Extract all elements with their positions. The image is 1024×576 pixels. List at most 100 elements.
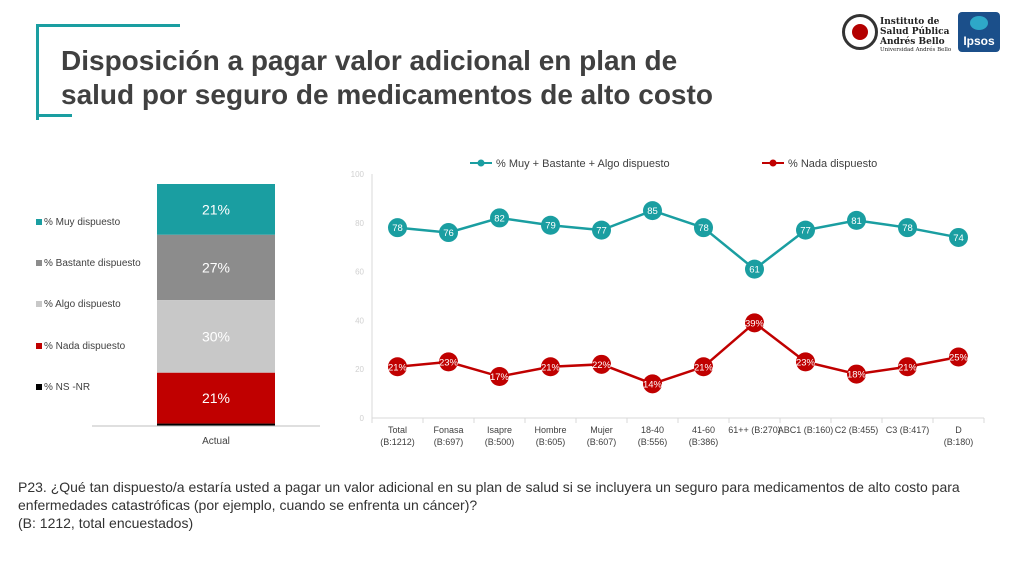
y-tick-label-1: 20: [355, 365, 364, 374]
series-0-label-10: 78: [902, 223, 913, 234]
y-tick-label-4: 80: [355, 219, 364, 228]
series-0-point-4: [592, 220, 611, 240]
line-chart-svg: 0 20 40 60 80 100 Total (B:1212) Fonasa (B:697) Is…: [351, 158, 985, 447]
series-1-point-6: [694, 357, 713, 377]
x-tick-label-10: C3 (B:417): [886, 425, 930, 435]
series-line-1: [397, 321, 959, 386]
footnote-base: (B: 1212, total encuestados): [18, 515, 194, 531]
series-0-label-4: 77: [596, 226, 607, 237]
bar-segment-0: [157, 184, 275, 235]
ipsos-logo-text: Ipsos: [963, 34, 995, 48]
series-1-point-0: [388, 357, 407, 377]
line-chart: 0 20 40 60 80 100 Total (B:1212) Fonasa (B:697) Is…: [340, 150, 1000, 460]
footnote: P23. ¿Qué tan dispuesto/a estaría usted …: [18, 478, 1008, 532]
series-0-label-9: 81: [851, 216, 862, 227]
series-0-point-3: [541, 215, 560, 235]
series-1-point-3: [541, 357, 560, 377]
stacked-bar-svg: 21% 27% 30% 21% Actual % Muy dispuesto % Basta…: [36, 184, 320, 447]
bar-segment-4: [157, 423, 275, 426]
series-1-point-4: [592, 354, 611, 374]
series-0-point-9: [847, 210, 866, 230]
x-tick-label-5: 18-40 (B:556): [638, 425, 668, 447]
x-tick-label-4: Mujer (B:607): [587, 425, 617, 447]
series-1-point-11: [949, 347, 968, 367]
series-1-label-2: 17%: [490, 372, 510, 383]
y-tick-label-0: 0: [360, 414, 365, 423]
x-tick-label-8: ABC1 (B:160): [778, 425, 834, 435]
bar-label-1: 27%: [202, 259, 230, 275]
legend-label-1: % Bastante dispuesto: [44, 258, 141, 269]
title-bracket-foot: [36, 114, 72, 117]
legend-swatch-0: [36, 219, 42, 225]
series-1-point-2: [490, 367, 509, 387]
bar-segment-1: [157, 234, 275, 301]
series-0-label-1: 76: [443, 228, 454, 239]
series-0-label-11: 74: [953, 233, 964, 244]
bar-label-2: 30%: [202, 328, 230, 344]
x-tick-label-11: D (B:180): [944, 425, 974, 447]
series-0-point-2: [490, 208, 509, 228]
series-0-point-11: [949, 227, 968, 247]
series-0-point-7: [745, 259, 764, 279]
stacked-bar-chart: 21% 27% 30% 21% Actual % Muy dispuesto % Basta…: [20, 170, 320, 465]
isp-logo-text: Instituto de Salud Pública Andrés Bello: [880, 17, 950, 47]
series-0-point-5: [643, 201, 662, 221]
y-tick-label-3: 60: [355, 268, 364, 277]
series-1-point-8: [796, 352, 815, 372]
series-1-point-10: [898, 357, 917, 377]
x-tick-label-6: 41-60 (B:386): [689, 425, 719, 447]
series-0-label-6: 78: [698, 223, 709, 234]
series-line-0: [397, 209, 959, 271]
x-tick-label: Actual: [202, 436, 230, 447]
series-0-point-1: [439, 223, 458, 243]
isp-logo: Instituto de Salud Pública Andrés Bello …: [842, 14, 951, 56]
series-1-label-11: 25%: [949, 353, 969, 364]
bar-segment-2: [157, 300, 275, 373]
series-1-label-8: 23%: [796, 357, 816, 368]
legend-label-0: % Muy dispuesto: [44, 217, 121, 228]
series-0-label-5: 85: [647, 206, 658, 217]
series-0-label-2: 82: [494, 213, 505, 224]
series-1-label-10: 21%: [898, 362, 918, 373]
footnote-question: P23. ¿Qué tan dispuesto/a estaría usted …: [18, 479, 960, 513]
series-1-label-3: 21%: [541, 362, 561, 373]
x-tick-label-2: Isapre (B:500): [485, 425, 515, 447]
slide-title: Disposición a pagar valor adicional en p…: [61, 45, 713, 110]
series-1-label-4: 22%: [592, 360, 612, 371]
ipsos-logo-mark-icon: [970, 16, 988, 30]
bar-segment-3: [157, 372, 275, 424]
series-0-label-7: 61: [749, 265, 760, 276]
series-1-point-9: [847, 364, 866, 384]
series-1-label-1: 23%: [439, 357, 459, 368]
y-tick-label-5: 100: [351, 170, 365, 179]
isp-seal-icon: [842, 14, 878, 50]
series-1-label-0: 21%: [388, 362, 408, 373]
series-0-point-10: [898, 218, 917, 238]
series-1-point-7: [745, 313, 764, 333]
x-tick-label-9: C2 (B:455): [835, 425, 879, 435]
legend-swatch-1: [36, 260, 42, 266]
series-1-point-1: [439, 352, 458, 372]
series-0-label-0: 78: [392, 223, 403, 234]
bar-label-0: 21%: [202, 201, 230, 217]
series-1-label-7: 39%: [745, 318, 765, 329]
legend-label-4: % NS -NR: [44, 382, 90, 393]
ipsos-logo: Ipsos: [958, 12, 1000, 52]
legend-label-2: % Algo dispuesto: [44, 299, 121, 310]
series-0-label-3: 79: [545, 221, 556, 232]
legend-swatch-3: [36, 343, 42, 349]
x-tick-label-7: 61++ (B:270): [728, 425, 781, 435]
legend-marker-0: [477, 159, 485, 167]
legend-label-1: % Nada dispuesto: [788, 158, 877, 170]
x-tick-label-0: Total (B:1212): [380, 425, 415, 447]
legend-swatch-2: [36, 301, 42, 307]
legend-swatch-4: [36, 384, 42, 390]
series-1-label-9: 18%: [847, 370, 867, 381]
legend-marker-1: [769, 159, 777, 167]
series-1-label-6: 21%: [694, 362, 714, 373]
title-bracket: [36, 24, 180, 120]
x-tick-label-3: Hombre (B:605): [534, 425, 566, 447]
series-0-point-8: [796, 220, 815, 240]
series-1-label-5: 14%: [643, 379, 663, 390]
legend-label-0: % Muy + Bastante + Algo dispuesto: [496, 158, 670, 170]
